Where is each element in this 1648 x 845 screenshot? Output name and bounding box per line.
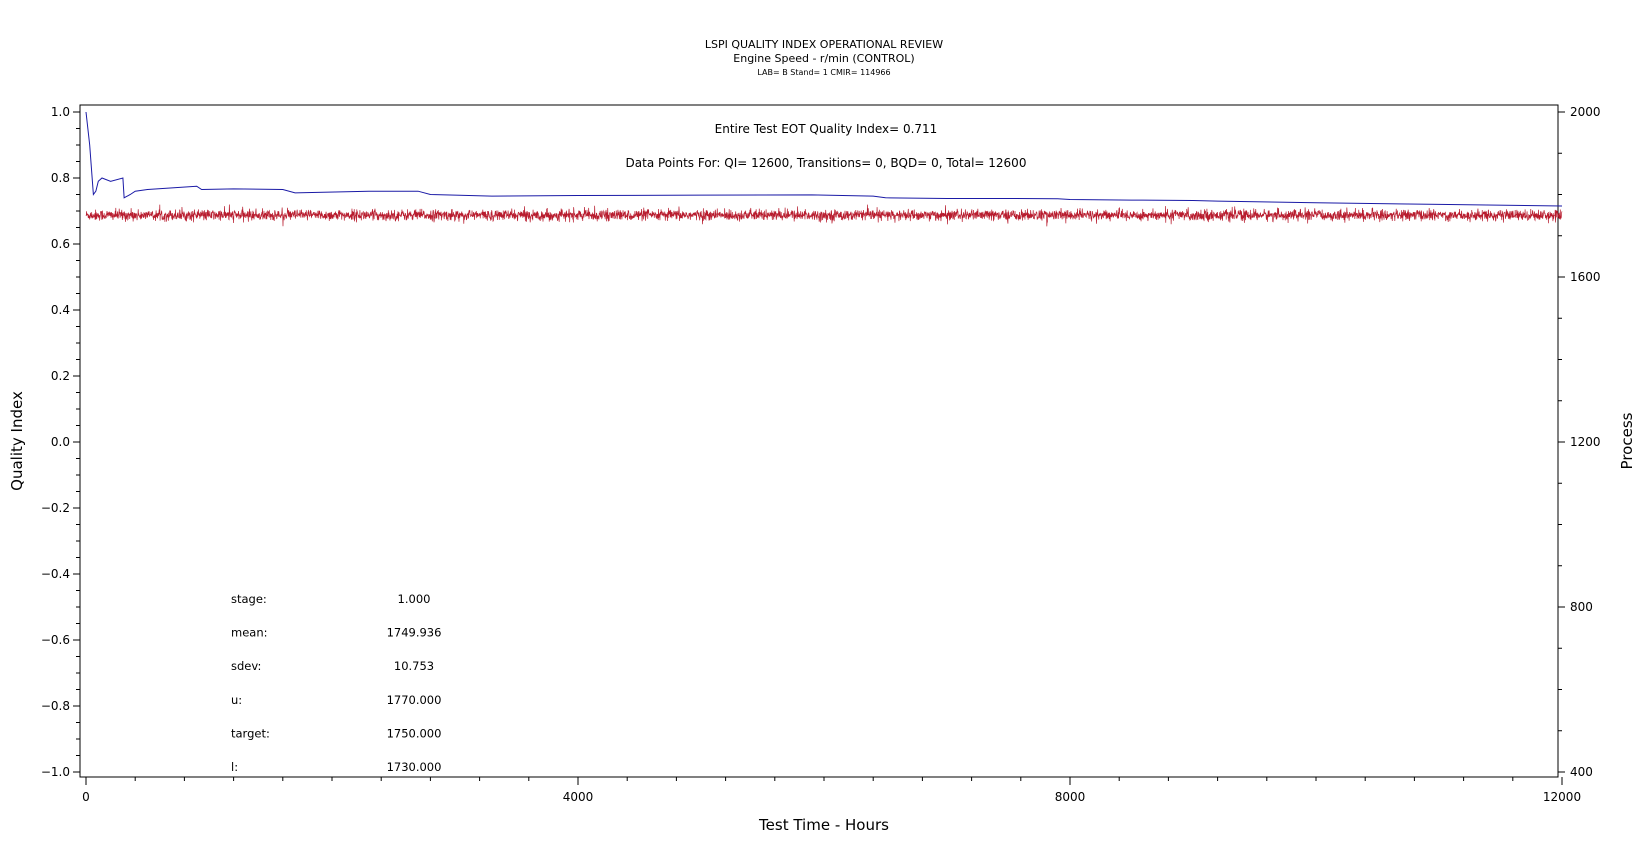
stat-value: 10.753 — [394, 659, 434, 673]
x-axis: 0 4000 8000 12000 — [82, 777, 1581, 804]
y-left-tick-label: −1.0 — [41, 765, 70, 779]
x-tick-label: 0 — [82, 790, 90, 804]
x-tick-label: 4000 — [563, 790, 594, 804]
plot-frame — [79, 104, 1559, 778]
process-line — [85, 204, 1563, 227]
chart-subtitle: Engine Speed - r/min (CONTROL) — [733, 52, 914, 65]
stat-label: mean: — [231, 626, 268, 640]
stat-value: 1.000 — [398, 592, 431, 606]
stat-value: 1750.000 — [387, 726, 442, 740]
stat-value: 1749.936 — [387, 626, 442, 640]
chart-subtitle-2: LAB= B Stand= 1 CMIR= 114966 — [757, 68, 890, 77]
x-tick-label: 8000 — [1055, 790, 1086, 804]
stat-label: sdev: — [231, 659, 261, 673]
y-left-tick-label: −0.4 — [41, 567, 70, 581]
y-left-tick-label: 1.0 — [51, 105, 70, 119]
x-axis-label: Test Time - Hours — [758, 816, 889, 834]
series-process-line — [85, 204, 1563, 227]
stats-block: stage: 1.000 mean: 1749.936 sdev: 10.753 u: 177… — [231, 592, 441, 774]
stat-label: u: — [231, 693, 242, 707]
y-left-tick-label: −0.2 — [41, 501, 70, 515]
y-left-tick-label: −0.8 — [41, 699, 70, 713]
y-axis-right-label: Process — [1618, 412, 1636, 469]
annotation-data-points: Data Points For: QI= 12600, Transitions=… — [626, 156, 1027, 170]
y-axis-left-label: Quality Index — [8, 391, 26, 491]
stat-value: 1730.000 — [387, 760, 442, 774]
y-left-tick-label: 0.2 — [51, 369, 70, 383]
series-quality-index-line — [85, 111, 1563, 207]
stat-label: stage: — [231, 592, 267, 606]
y-right-tick-label: 2000 — [1570, 105, 1601, 119]
y-axis-left: 1.0 0.8 0.6 0.4 0.2 0.0 −0.2 −0.4 −0.6 −0.8 −1.0 — [41, 105, 80, 779]
y-right-tick-label: 400 — [1570, 765, 1593, 779]
y-right-tick-label: 800 — [1570, 600, 1593, 614]
y-right-tick-label: 1600 — [1570, 270, 1601, 284]
stat-value: 1770.000 — [387, 693, 442, 707]
y-left-tick-label: 0.0 — [51, 435, 70, 449]
stat-label: l: — [231, 760, 238, 774]
chart-title: LSPI QUALITY INDEX OPERATIONAL REVIEW — [705, 38, 943, 51]
y-axis-right: 2000 1600 1200 800 400 — [1558, 105, 1601, 779]
y-left-tick-label: 0.4 — [51, 303, 70, 317]
quality-index-line — [85, 111, 1563, 207]
y-left-tick-label: 0.8 — [51, 171, 70, 185]
y-left-tick-label: −0.6 — [41, 633, 70, 647]
annotation-eot-quality-index: Entire Test EOT Quality Index= 0.711 — [715, 122, 938, 136]
y-right-tick-label: 1200 — [1570, 435, 1601, 449]
y-left-tick-label: 0.6 — [51, 237, 70, 251]
x-tick-label: 12000 — [1543, 790, 1581, 804]
stat-label: target: — [231, 726, 270, 740]
